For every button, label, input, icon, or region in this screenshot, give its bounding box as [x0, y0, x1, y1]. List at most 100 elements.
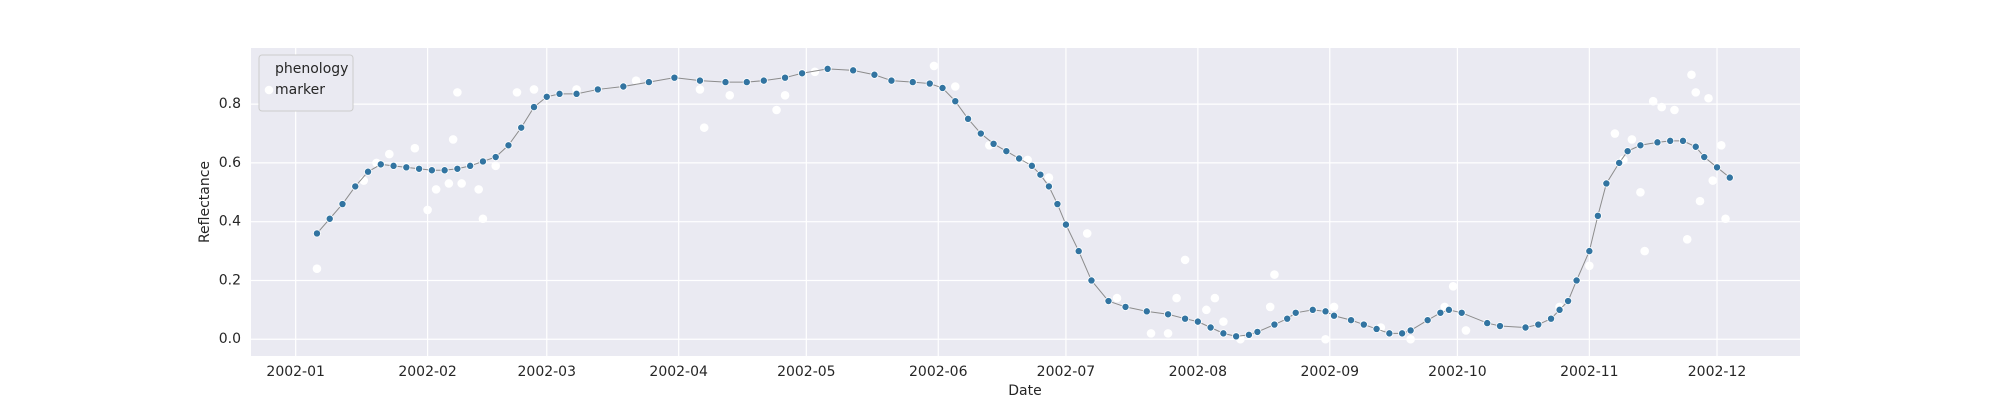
scatter-point	[457, 179, 466, 188]
scatter-point	[1716, 140, 1726, 150]
line-marker	[1027, 161, 1036, 170]
line-marker	[1181, 314, 1190, 323]
scatter-point	[631, 76, 641, 85]
line-marker	[695, 76, 704, 85]
line-marker	[1483, 319, 1492, 328]
line-marker	[1283, 314, 1292, 323]
line-marker	[976, 129, 985, 138]
line-marker	[1615, 158, 1624, 167]
line-marker	[427, 166, 436, 175]
line-marker	[1602, 179, 1611, 188]
scatter-point	[1708, 176, 1718, 185]
scatter-point	[1687, 70, 1696, 80]
line-marker	[759, 76, 768, 85]
scatter-point	[1670, 105, 1679, 115]
line-marker	[1121, 302, 1130, 311]
scatter-point	[810, 67, 820, 77]
line-marker	[1015, 154, 1024, 163]
scatter-point	[423, 205, 432, 215]
scatter-point	[1648, 96, 1658, 106]
scatter-point	[453, 88, 462, 97]
scatter-point	[1610, 129, 1620, 138]
legend: phenology marker	[258, 54, 354, 112]
scatter-point	[1657, 102, 1666, 112]
line-marker	[312, 229, 321, 238]
scatter-point	[312, 264, 322, 274]
scatter-point	[1180, 255, 1190, 265]
line-marker	[1372, 324, 1381, 333]
line-marker	[1593, 211, 1602, 220]
line-marker	[1061, 220, 1070, 229]
line-marker	[1700, 153, 1709, 162]
line-marker	[466, 161, 475, 170]
line-marker	[504, 141, 513, 150]
scatter-point	[1640, 246, 1649, 256]
line-marker	[453, 164, 462, 173]
scatter-point	[1202, 305, 1211, 315]
scatter-point	[1406, 334, 1415, 344]
line-marker	[1547, 314, 1556, 323]
scatter-point	[1219, 317, 1228, 326]
marks	[312, 61, 1734, 344]
line-marker	[644, 78, 653, 87]
line-marker	[1653, 138, 1662, 147]
x-tick-label: 2002-10	[1428, 364, 1487, 380]
line-marker	[781, 73, 790, 82]
x-tick-label: 2002-06	[909, 364, 968, 380]
scatter-point	[1448, 282, 1458, 291]
scatter-point	[491, 161, 500, 171]
line-marker	[1244, 330, 1253, 339]
scatter-point	[1044, 173, 1054, 182]
line-marker	[1330, 311, 1339, 320]
line-marker	[572, 89, 581, 98]
line-marker	[849, 66, 858, 75]
scatter-point	[1329, 302, 1339, 312]
line-marker	[517, 123, 526, 132]
y-tick-label: 0.6	[219, 155, 241, 171]
line-marker	[555, 89, 564, 98]
line-marker	[1164, 310, 1173, 319]
line-marker	[1291, 308, 1300, 317]
scatter-point	[950, 82, 960, 91]
line-marker	[870, 70, 879, 79]
line-marker	[1253, 327, 1262, 336]
line-marker	[1725, 173, 1734, 182]
legend-label: phenology	[275, 61, 348, 77]
line-marker	[1074, 247, 1083, 256]
scatter-point	[699, 123, 709, 132]
line-marker	[389, 161, 398, 170]
line-marker	[1534, 320, 1543, 329]
x-tick-label: 2002-05	[777, 364, 836, 380]
scatter-point	[444, 179, 454, 188]
x-tick-label: 2002-02	[398, 364, 457, 380]
grid	[251, 48, 1800, 356]
line-marker	[1585, 247, 1594, 256]
line-marker	[491, 153, 500, 162]
x-tick-label: 2002-11	[1560, 364, 1619, 380]
line-marker	[542, 92, 551, 101]
y-tick-label: 0.0	[219, 331, 241, 347]
legend-swatch	[264, 85, 274, 95]
scatter-point	[1112, 293, 1122, 303]
line-marker	[1636, 141, 1645, 150]
line-marker	[1104, 297, 1113, 306]
line-marker	[1002, 147, 1011, 156]
line-marker	[529, 103, 538, 112]
line-marker	[402, 163, 411, 172]
line-marker	[908, 78, 917, 87]
scatter-point	[929, 61, 939, 71]
scatter-point	[1691, 88, 1701, 97]
scatter-point	[1695, 196, 1705, 206]
x-axis-label: Date	[1008, 383, 1041, 399]
scatter-point	[1210, 293, 1220, 303]
line-marker	[1270, 320, 1279, 329]
scatter-point	[478, 214, 488, 224]
line-marker	[440, 166, 449, 175]
line-marker	[1193, 317, 1202, 326]
line-marker	[1347, 316, 1356, 325]
scatter-point	[1146, 329, 1156, 338]
scatter-point	[1627, 135, 1637, 144]
line-marker	[1321, 307, 1330, 316]
line-marker	[925, 79, 934, 88]
line-marker	[1142, 307, 1151, 316]
